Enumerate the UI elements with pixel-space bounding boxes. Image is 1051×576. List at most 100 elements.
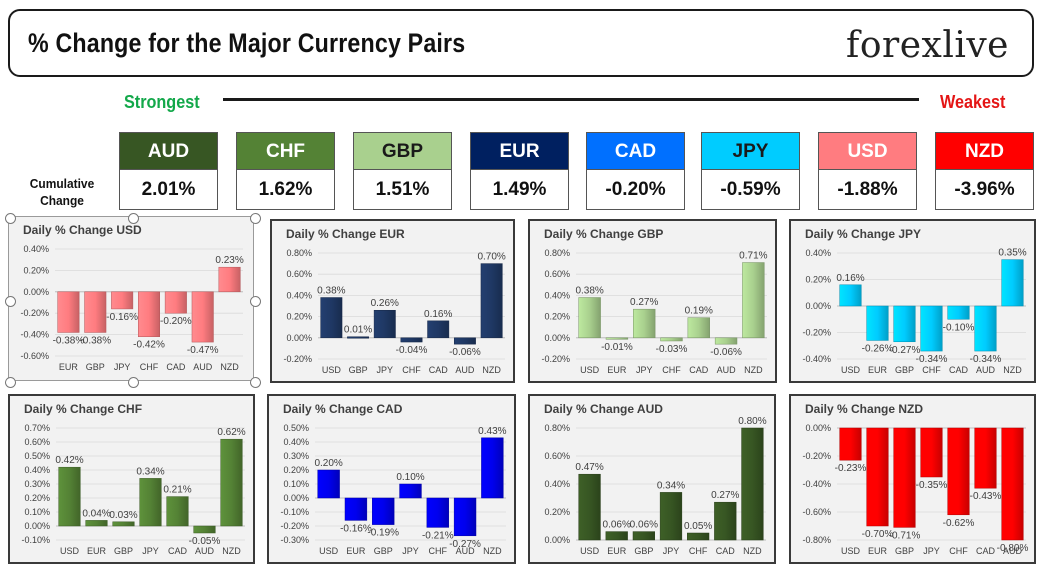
bar-cad [687, 317, 710, 339]
y-tick-label: 0.40% [286, 290, 312, 300]
bar-nzd [480, 263, 503, 339]
chart-title: Daily % Change CHF [24, 402, 142, 416]
x-tick-label: CAD [689, 365, 709, 375]
y-tick-label: -0.10% [21, 535, 50, 545]
resize-handle[interactable] [128, 213, 139, 224]
data-label: -0.71% [889, 530, 921, 541]
y-tick-label: 0.30% [283, 451, 309, 461]
data-label: -0.35% [916, 480, 948, 491]
y-tick-label: 0.80% [286, 248, 312, 258]
x-tick-label: CAD [429, 365, 449, 375]
chart-cad: Daily % Change CAD 0.50% 0.40% 0.30% 0.20% 0.… [267, 394, 516, 564]
resize-handle[interactable] [5, 213, 16, 224]
bar-usd [320, 297, 343, 339]
x-tick-label: CAD [976, 546, 996, 556]
x-tick-label: EUR [87, 546, 107, 556]
data-label: 0.35% [998, 248, 1026, 259]
y-tick-label: 0.00% [283, 493, 309, 503]
data-label: 0.80% [738, 416, 766, 427]
bar-eur [605, 531, 628, 541]
data-label: -0.47% [187, 345, 219, 356]
bar-nzd [220, 438, 243, 527]
data-label: 0.06% [603, 520, 631, 531]
x-tick-label: EUR [59, 362, 79, 372]
bar-usd [58, 466, 81, 527]
y-tick-label: 0.30% [24, 479, 50, 489]
chart-usd: Daily % Change USD 0.40% 0.20% 0.00% -0.20% -… [5, 213, 261, 388]
chart-gbp: Daily % Change GBP 0.80% 0.60% 0.40% 0.20% 0.… [528, 219, 777, 383]
x-tick-label: GBP [374, 546, 393, 556]
y-tick-label: 0.00% [23, 287, 49, 297]
currency-code: JPY [701, 132, 800, 170]
y-tick-label: 0.00% [286, 333, 312, 343]
data-label: 0.10% [396, 472, 424, 483]
y-tick-label: 0.40% [805, 248, 831, 258]
x-tick-label: CHF [662, 365, 681, 375]
x-tick-label: CHF [429, 546, 448, 556]
y-tick-label: 0.00% [805, 423, 831, 433]
resize-handle[interactable] [5, 377, 16, 388]
chart-svg: Daily % Change NZD 0.00% -0.20% -0.40% -0.60… [802, 402, 1028, 556]
data-label: 0.23% [215, 255, 243, 266]
y-tick-label: 0.20% [286, 312, 312, 322]
currency-box-usd: USD -1.88% [818, 132, 917, 210]
resize-handle[interactable] [250, 377, 261, 388]
chart-aud: Daily % Change AUD 0.80% 0.60% 0.40% 0.20% 0.… [528, 394, 776, 564]
bar-nzd [742, 262, 765, 339]
x-tick-label: NZD [482, 365, 501, 375]
data-label: -0.03% [656, 344, 688, 355]
weakest-label: Weakest [940, 92, 1006, 112]
x-tick-label: USD [841, 365, 861, 375]
data-label: 0.20% [314, 458, 342, 469]
chart-svg: Daily % Change CHF 0.70% 0.60% 0.50% 0.40% 0.… [21, 402, 245, 556]
bar-aud [714, 337, 738, 345]
currency-code: AUD [119, 132, 218, 170]
bar-usd [317, 469, 340, 499]
y-tick-label: -0.20% [802, 451, 831, 461]
data-label: -0.16% [340, 523, 372, 534]
currency-code: CHF [236, 132, 335, 170]
x-tick-label: JPY [142, 546, 159, 556]
data-label: 0.62% [217, 427, 245, 438]
bar-chf [138, 291, 160, 337]
x-tick-label: JPY [923, 546, 940, 556]
y-tick-label: 0.20% [24, 493, 50, 503]
y-tick-label: 0.20% [23, 265, 49, 275]
resize-handle[interactable] [250, 295, 261, 307]
x-tick-label: CAD [716, 546, 736, 556]
currency-box-eur: EUR 1.49% [470, 132, 569, 210]
bar-gbp [112, 521, 135, 527]
y-tick-label: 0.40% [283, 437, 309, 447]
data-label: 0.43% [478, 426, 506, 437]
data-label: -0.19% [367, 528, 399, 539]
cumulative-change-value: 1.51% [353, 170, 452, 210]
data-label: -0.38% [53, 335, 85, 346]
y-tick-label: 0.70% [24, 423, 50, 433]
y-tick-label: -0.20% [541, 354, 570, 364]
resize-handle[interactable] [128, 377, 139, 388]
bar-aud [453, 497, 477, 537]
bar-aud [1001, 427, 1024, 541]
y-tick-label: 0.60% [24, 437, 50, 447]
data-label: -0.06% [710, 347, 742, 358]
bar-jpy [111, 291, 134, 310]
data-label: 0.01% [344, 325, 372, 336]
resize-handle[interactable] [250, 213, 261, 224]
x-tick-label: JPY [663, 546, 680, 556]
x-tick-label: NZD [744, 365, 763, 375]
currency-box-nzd: NZD -3.96% [935, 132, 1034, 210]
x-tick-label: NZD [743, 546, 762, 556]
data-label: -0.01% [601, 342, 633, 353]
data-label: -0.34% [916, 354, 948, 365]
x-tick-label: AUD [717, 365, 737, 375]
x-tick-label: EUR [868, 365, 888, 375]
bar-nzd [218, 266, 241, 293]
y-tick-label: -0.10% [280, 507, 309, 517]
x-tick-label: NZD [222, 546, 241, 556]
resize-handle[interactable] [5, 295, 16, 307]
currency-code: CAD [586, 132, 685, 170]
x-tick-label: EUR [607, 546, 627, 556]
bar-jpy [399, 483, 422, 499]
data-label: 0.47% [575, 462, 603, 473]
cumulative-change-value: 2.01% [119, 170, 218, 210]
